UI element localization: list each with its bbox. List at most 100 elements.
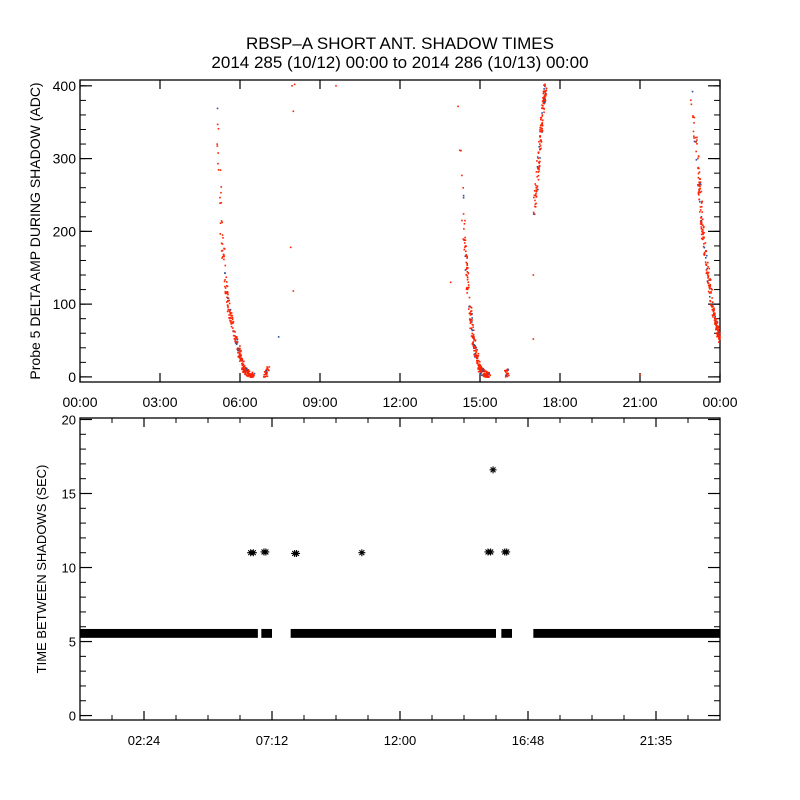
data-point (466, 276, 469, 279)
data-point (544, 93, 546, 96)
data-point (470, 335, 473, 337)
asterisk-point (487, 548, 495, 556)
data-point (539, 130, 541, 133)
data-point (543, 84, 546, 87)
data-point (217, 152, 219, 154)
data-point (691, 90, 694, 93)
data-point (221, 257, 223, 259)
data-point (477, 364, 480, 366)
data-point (544, 98, 547, 101)
data-point (469, 327, 471, 330)
data-point (217, 169, 220, 171)
data-point (469, 306, 472, 308)
data-point (479, 366, 481, 368)
data-point (234, 331, 236, 333)
data-point (277, 336, 280, 338)
data-point (541, 107, 544, 110)
data-point (541, 122, 544, 124)
data-point (718, 335, 720, 338)
data-point (241, 362, 243, 365)
data-point (535, 184, 537, 187)
data-point (534, 194, 537, 197)
data-point (250, 376, 252, 378)
data-point (706, 271, 708, 273)
data-point (472, 333, 475, 336)
data-point (471, 321, 473, 323)
data-point (463, 228, 465, 230)
data-point (480, 369, 482, 372)
data-point (244, 371, 247, 374)
data-point (234, 335, 236, 337)
data-point (230, 317, 233, 319)
data-point (697, 172, 700, 175)
data-point (710, 304, 712, 307)
data-point (467, 272, 470, 275)
data-point (506, 375, 509, 378)
data-point (532, 213, 535, 215)
data-point (543, 108, 545, 110)
data-point (476, 359, 479, 362)
data-point (232, 334, 235, 337)
data-point (220, 191, 222, 194)
data-point (251, 371, 254, 374)
data-point (475, 351, 478, 353)
data-point (228, 314, 230, 316)
data-point (241, 360, 243, 362)
amplitude-y-label: Probe 5 DELTA AMP DURING SHADOW (ADC) (27, 82, 43, 379)
data-point (697, 192, 700, 195)
x-tick-label: 00:00 (62, 394, 97, 410)
data-point (246, 371, 249, 374)
data-point (506, 369, 508, 372)
data-point (243, 370, 246, 373)
data-point (534, 205, 536, 208)
data-point (263, 374, 265, 376)
data-point (484, 370, 486, 373)
data-point (231, 314, 233, 317)
data-point (465, 273, 467, 276)
data-point (243, 371, 246, 374)
data-point (484, 376, 487, 378)
data-point (707, 281, 709, 284)
data-point (710, 288, 713, 290)
data-point (536, 185, 539, 188)
data-point (700, 221, 702, 224)
data-point (221, 221, 223, 224)
data-point (460, 149, 462, 152)
data-point (534, 203, 537, 205)
data-point (693, 135, 695, 137)
data-point (237, 351, 239, 354)
data-point (705, 272, 708, 275)
data-point (507, 368, 510, 371)
data-point (539, 145, 542, 147)
data-point (465, 288, 468, 291)
data-point (479, 370, 481, 373)
data-point (291, 85, 293, 87)
data-point (480, 366, 483, 369)
data-point (544, 95, 547, 97)
data-point (716, 320, 718, 323)
baseline-marker-band (533, 628, 720, 638)
data-point (540, 141, 543, 143)
data-point (698, 189, 701, 192)
asterisk-point (293, 549, 301, 557)
data-point (699, 223, 702, 225)
data-point (717, 330, 720, 333)
data-point (700, 202, 703, 204)
data-point (228, 310, 231, 313)
data-point (487, 373, 490, 375)
data-point (714, 321, 716, 324)
data-point (538, 161, 540, 163)
data-point (704, 261, 707, 264)
x-tick-label: 02:24 (128, 733, 161, 748)
data-point (474, 353, 476, 355)
data-point (707, 271, 710, 274)
data-point (251, 372, 254, 375)
data-point (473, 347, 475, 349)
data-point (242, 366, 245, 369)
data-point (239, 353, 241, 355)
data-point (236, 348, 238, 351)
data-point (476, 349, 478, 351)
data-point (541, 107, 543, 110)
data-point (506, 373, 508, 376)
data-point (464, 250, 467, 253)
